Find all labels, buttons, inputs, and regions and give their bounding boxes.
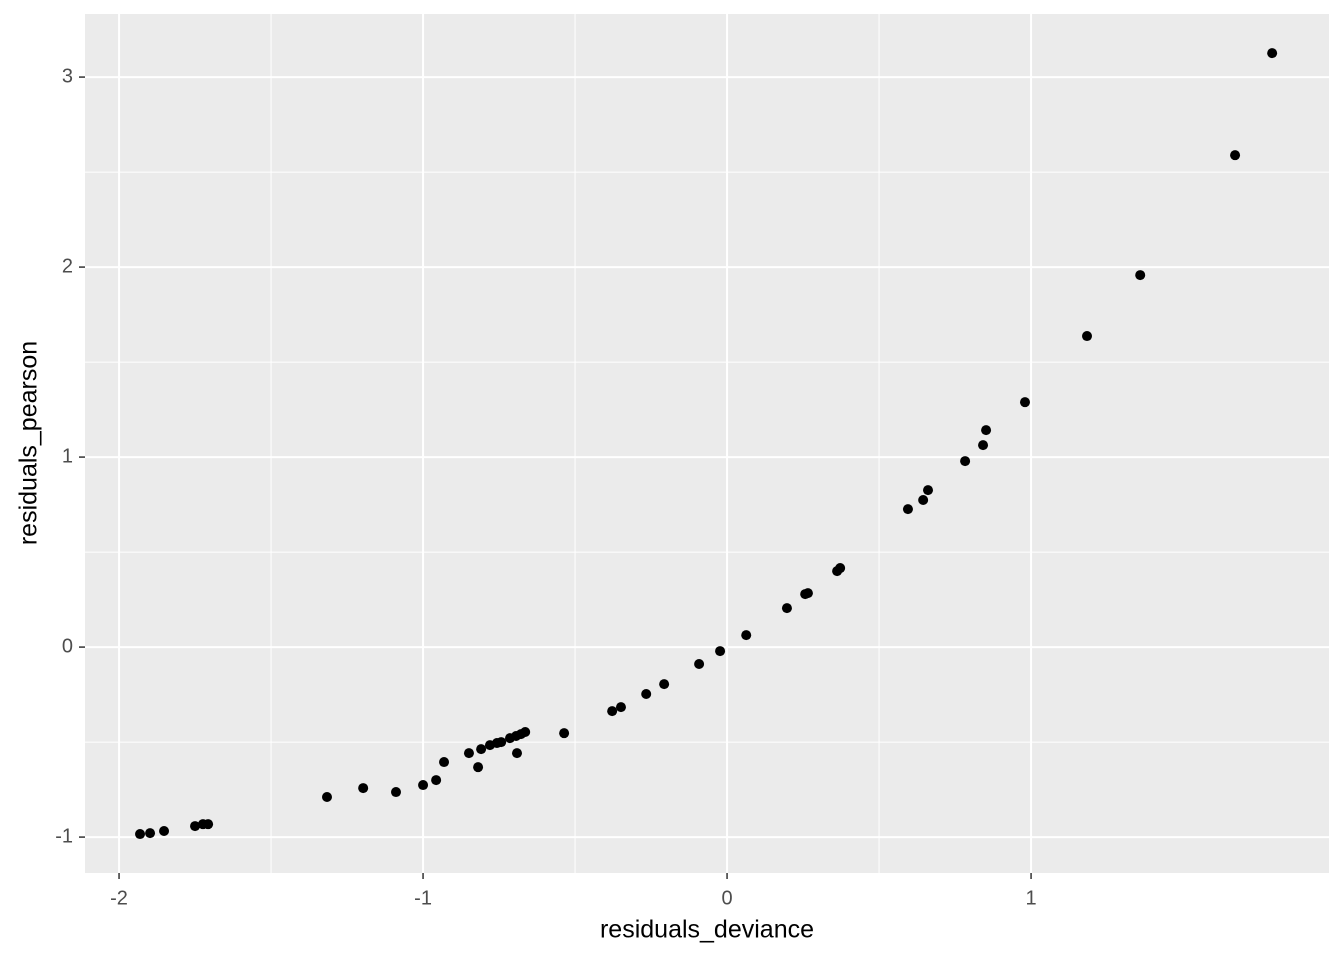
point <box>190 821 201 832</box>
x-tick-label: -1 <box>414 887 432 909</box>
point <box>358 783 369 794</box>
point <box>511 748 522 759</box>
y-tick-label: 3 <box>62 65 73 87</box>
point <box>715 646 726 657</box>
panel <box>85 14 1329 873</box>
point <box>476 744 487 755</box>
point <box>741 630 752 641</box>
point <box>145 828 156 839</box>
point <box>802 588 813 599</box>
point <box>159 826 170 837</box>
point <box>1019 397 1030 408</box>
x-tick-label: -2 <box>110 887 128 909</box>
point <box>431 775 442 786</box>
point <box>615 702 626 713</box>
point <box>902 504 913 515</box>
point <box>918 495 929 506</box>
y-tick-label: 2 <box>62 255 73 277</box>
y-tick-label: 0 <box>62 635 73 657</box>
point <box>439 757 450 768</box>
y-tick-label: 1 <box>62 445 73 467</box>
x-tick-label: 0 <box>722 887 733 909</box>
point <box>203 819 214 830</box>
point <box>473 762 484 773</box>
point <box>418 780 429 791</box>
point <box>1267 48 1278 59</box>
y-tick-label: -1 <box>55 825 73 847</box>
point <box>1135 270 1146 281</box>
point <box>659 679 670 690</box>
point <box>835 563 846 574</box>
y-axis-title: residuals_pearson <box>15 341 43 545</box>
point <box>978 440 989 451</box>
point <box>559 728 570 739</box>
point <box>463 748 474 759</box>
point <box>781 603 792 614</box>
x-tick-label: 1 <box>1026 887 1037 909</box>
point <box>641 689 652 700</box>
point <box>607 706 618 717</box>
point <box>694 658 705 669</box>
point <box>496 737 507 748</box>
point <box>923 485 934 496</box>
point <box>1230 150 1241 161</box>
point <box>981 425 992 436</box>
point <box>321 791 332 802</box>
point <box>1082 331 1093 342</box>
point <box>960 456 971 467</box>
point <box>520 727 531 738</box>
x-axis-title: residuals_deviance <box>600 916 814 944</box>
point <box>135 829 146 840</box>
point <box>391 787 401 798</box>
